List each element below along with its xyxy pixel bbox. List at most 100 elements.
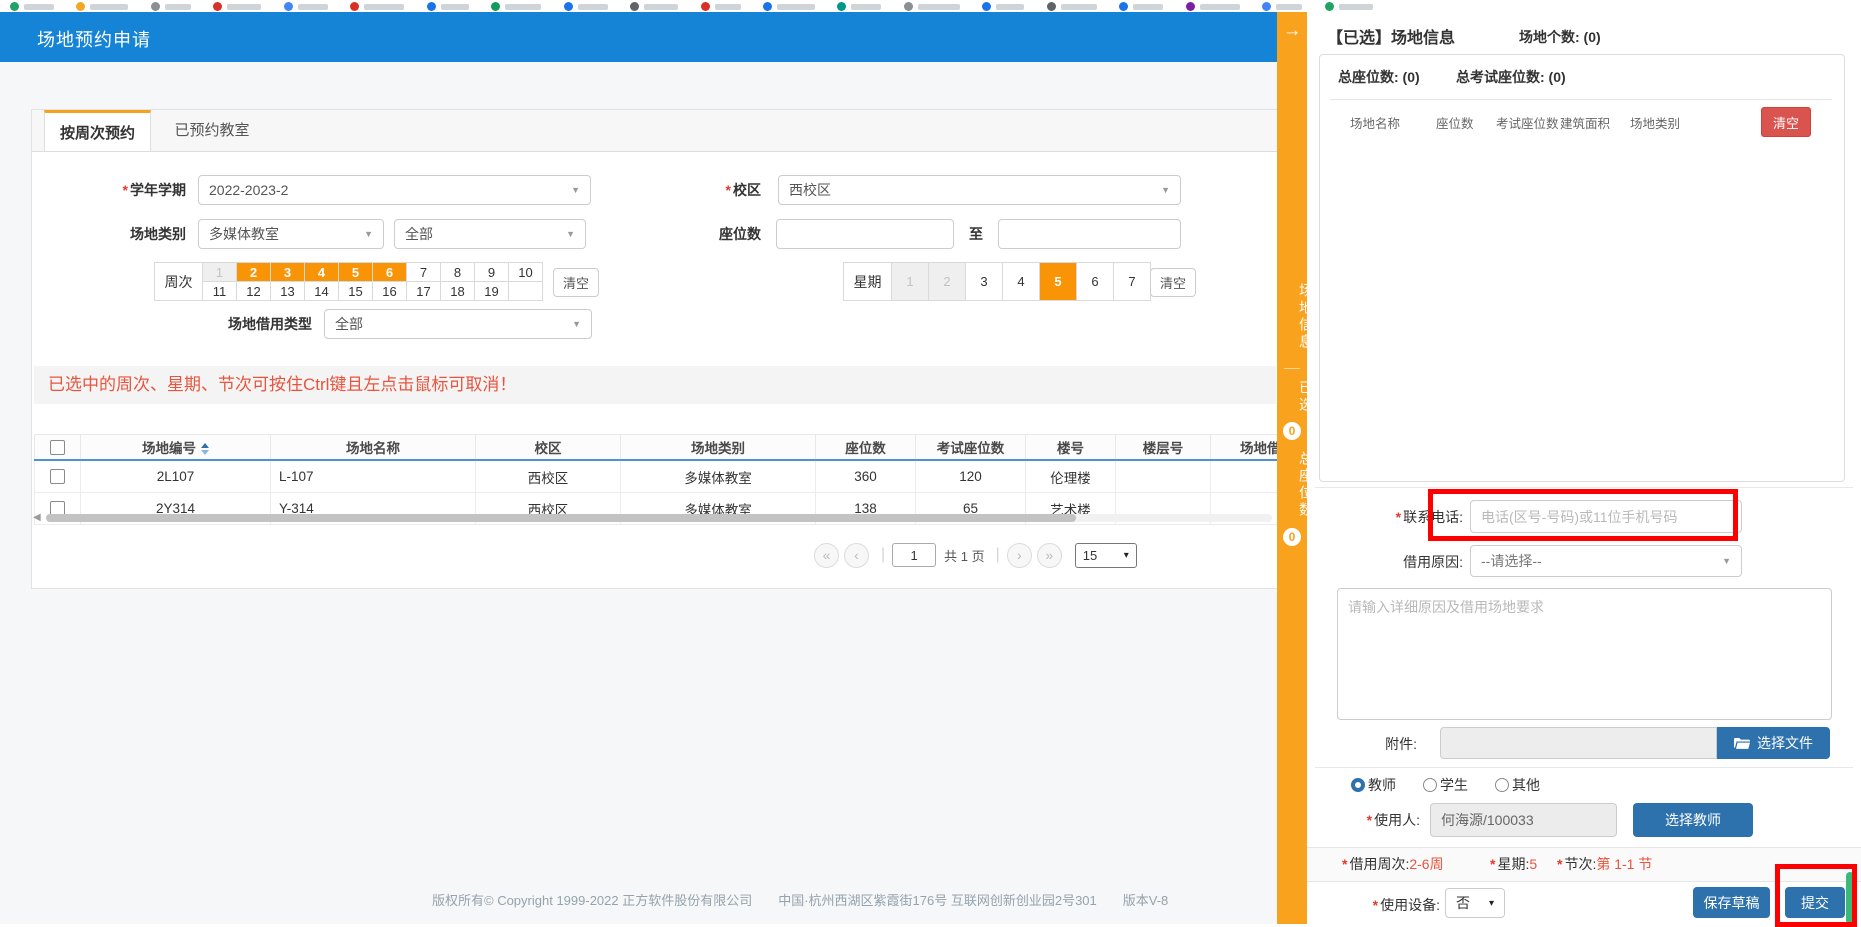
week-cell[interactable]: 15	[338, 281, 373, 301]
user-input[interactable]: 何海源/100033	[1430, 803, 1617, 837]
cell-venue-id: 2L107	[80, 459, 271, 493]
bookmark-item[interactable]	[701, 1, 741, 13]
page-size-value: 15	[1082, 547, 1098, 563]
page-size-select[interactable]: 15 ▾	[1074, 542, 1137, 568]
role-teacher-radio[interactable]: 教师	[1351, 775, 1396, 795]
bookmark-item[interactable]	[763, 1, 815, 13]
table-header-row: 场地编号 场地名称 校区 场地类别 座位数 考试座位数 楼号 楼层号 场地借用类…	[34, 434, 1277, 461]
campus-select[interactable]: 西校区 ▼	[778, 175, 1181, 205]
horizontal-scrollbar[interactable]	[46, 514, 1272, 522]
week-cell[interactable]: 9	[474, 262, 509, 282]
weekday-cell[interactable]: 3	[965, 262, 1003, 301]
role-student-radio[interactable]: 学生	[1423, 775, 1468, 795]
page-number-input[interactable]	[892, 543, 937, 567]
venue-type-select-2[interactable]: 全部 ▼	[394, 219, 586, 249]
week-grid-label: 周次	[154, 262, 203, 301]
bookmark-item[interactable]	[10, 1, 54, 13]
table-row[interactable]: 2L107 L-107 西校区 多媒体教室 360 120 伦理楼	[34, 459, 1277, 493]
week-cell[interactable]: 8	[440, 262, 475, 282]
browser-bookmarks-bar[interactable]	[0, 0, 1861, 12]
choose-teacher-button[interactable]: 选择教师	[1633, 803, 1753, 837]
week-cell[interactable]: 12	[236, 281, 271, 301]
attachment-input[interactable]	[1440, 727, 1717, 759]
panel-title: 【已选】场地信息	[1327, 30, 1456, 47]
save-draft-button[interactable]: 保存草稿	[1693, 887, 1770, 918]
last-page-button[interactable]: »	[1036, 542, 1062, 568]
tab-reserved-rooms[interactable]: 已预约教室	[174, 122, 250, 139]
choose-file-button[interactable]: 选择文件	[1717, 727, 1830, 759]
week-cell[interactable]: 5	[338, 262, 373, 282]
cell-exam-seats: 120	[915, 459, 1026, 493]
radio-icon[interactable]	[1495, 778, 1509, 792]
week-cell[interactable]: 7	[406, 262, 441, 282]
week-cell[interactable]: 3	[270, 262, 305, 282]
seats-max-input[interactable]	[998, 219, 1181, 249]
seats-min-input[interactable]	[776, 219, 954, 249]
sort-icon[interactable]	[201, 443, 209, 456]
bookmark-item[interactable]	[284, 1, 328, 13]
first-page-button[interactable]: «	[814, 542, 839, 568]
clear-selected-button[interactable]: 清空	[1761, 107, 1811, 137]
next-page-button[interactable]: ›	[1006, 542, 1032, 568]
week-cell[interactable]: 4	[304, 262, 339, 282]
phone-input[interactable]	[1470, 500, 1742, 533]
borrow-type-select[interactable]: 全部 ▼	[324, 309, 592, 339]
weekday-cell[interactable]: 4	[1002, 262, 1040, 301]
weekday-cell[interactable]: 5	[1039, 262, 1077, 301]
bookmark-item[interactable]	[1119, 1, 1163, 13]
bookmark-item[interactable]	[837, 1, 881, 13]
chevron-down-icon: ▼	[364, 229, 373, 239]
summary-band: * 借用周次:2-6周 * 星期:5 * 节次:第 1-1 节	[1307, 847, 1861, 882]
week-cell[interactable]: 11	[202, 281, 237, 301]
weekday-cell[interactable]: 6	[1076, 262, 1114, 301]
bookmark-item[interactable]	[350, 1, 404, 13]
term-select[interactable]: 2022-2023-2 ▼	[198, 175, 591, 205]
bookmark-item[interactable]	[982, 1, 1024, 13]
weekday-grid-label: 星期	[843, 262, 892, 301]
bookmark-item[interactable]	[76, 1, 128, 13]
row-checkbox[interactable]	[50, 469, 65, 485]
bookmark-item[interactable]	[564, 1, 608, 13]
radio-selected-icon[interactable]	[1351, 778, 1365, 792]
col-venue-id[interactable]: 场地编号	[80, 434, 271, 461]
week-cell[interactable]: 14	[304, 281, 339, 301]
horizontal-scrollbar-thumb[interactable]	[46, 514, 1076, 522]
week-cell[interactable]: 2	[236, 262, 271, 282]
bookmark-item[interactable]	[213, 1, 261, 13]
tab-by-week[interactable]: 按周次预约	[44, 110, 151, 151]
device-select[interactable]: 否 ▾	[1445, 888, 1505, 918]
role-other-radio[interactable]: 其他	[1495, 775, 1540, 795]
weekday-cell[interactable]: 7	[1113, 262, 1151, 301]
reason-select[interactable]: --请选择-- ▼	[1470, 545, 1742, 577]
weeks-summary-value: 2-6周	[1409, 856, 1444, 872]
collapse-arrow-icon[interactable]: →	[1282, 20, 1302, 41]
week-cell[interactable]: 6	[372, 262, 407, 282]
scroll-left-icon[interactable]: ◀	[33, 512, 41, 523]
bookmark-item[interactable]	[1186, 1, 1240, 13]
prev-page-button[interactable]: ‹	[844, 542, 869, 568]
detail-reason-textarea[interactable]	[1337, 588, 1832, 720]
select-all-checkbox[interactable]	[50, 439, 65, 455]
week-cell[interactable]: 17	[406, 281, 441, 301]
week-cell[interactable]: 19	[474, 281, 509, 301]
week-clear-button[interactable]: 清空	[553, 268, 600, 297]
venue-type-select-1[interactable]: 多媒体教室 ▼	[198, 219, 384, 249]
week-cell[interactable]: 18	[440, 281, 475, 301]
submit-button[interactable]: 提交	[1785, 887, 1845, 918]
bookmark-item[interactable]	[1047, 1, 1097, 13]
bookmark-item[interactable]	[1262, 1, 1302, 13]
weekday-summary-value: 5	[1529, 856, 1538, 872]
bookmark-item[interactable]	[630, 1, 678, 13]
selected-venue-panel: 【已选】场地信息 场地个数: (0) 总座位数: (0) 总考试座位数: (0)…	[1307, 12, 1861, 924]
bookmark-item[interactable]	[491, 1, 541, 13]
bookmark-item[interactable]	[1325, 1, 1373, 13]
week-cell[interactable]: 13	[270, 281, 305, 301]
bookmark-item[interactable]	[904, 1, 960, 13]
bookmark-item[interactable]	[427, 1, 469, 13]
weekday-clear-button[interactable]: 清空	[1150, 268, 1197, 297]
week-cell[interactable]: 10	[508, 262, 543, 282]
week-cell[interactable]: 16	[372, 281, 407, 301]
bookmark-item[interactable]	[151, 1, 191, 13]
panel-scrollbar-thumb[interactable]	[1846, 872, 1854, 924]
radio-icon[interactable]	[1423, 778, 1437, 792]
